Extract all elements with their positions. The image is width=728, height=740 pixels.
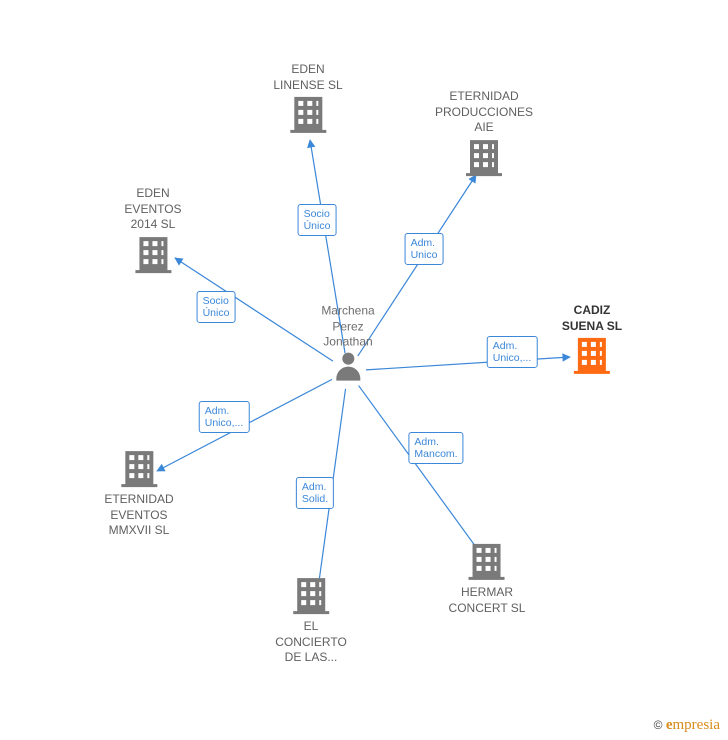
edge-label: Adm.Unico bbox=[405, 233, 444, 265]
edge-label: SocioÚnico bbox=[298, 204, 337, 236]
building-icon bbox=[435, 140, 533, 177]
edge-label: Adm.Unico,... bbox=[487, 336, 538, 368]
brand-logo: empresia bbox=[666, 717, 720, 733]
edge-line bbox=[358, 175, 476, 356]
company-node[interactable]: HERMAR CONCERT SL bbox=[449, 544, 526, 616]
company-label: EDEN LINENSE SL bbox=[273, 62, 342, 93]
building-icon bbox=[449, 544, 526, 581]
edge-line bbox=[359, 386, 481, 554]
central-person-node: Marchena Perez Jonathan bbox=[321, 304, 374, 383]
company-node[interactable]: EDEN EVENTOS 2014 SL bbox=[124, 186, 181, 274]
company-label: ETERNIDAD EVENTOS MMXVII SL bbox=[104, 492, 173, 539]
building-icon bbox=[562, 338, 622, 375]
company-node[interactable]: EL CONCIERTO DE LAS... bbox=[275, 578, 347, 666]
footer-attribution: © empresia bbox=[654, 717, 720, 734]
edge-label: Adm.Unico,... bbox=[199, 401, 250, 433]
edge-line bbox=[366, 357, 570, 370]
building-icon bbox=[275, 578, 347, 615]
company-label: EDEN EVENTOS 2014 SL bbox=[124, 186, 181, 233]
company-label: CADIZ SUENA SL bbox=[562, 303, 622, 334]
company-node[interactable]: CADIZ SUENA SL bbox=[562, 303, 622, 375]
company-label: HERMAR CONCERT SL bbox=[449, 585, 526, 616]
edge-label: Adm.Solid. bbox=[296, 477, 334, 509]
building-icon bbox=[124, 237, 181, 274]
company-node[interactable]: ETERNIDAD PRODUCCIONES AIE bbox=[435, 89, 533, 177]
person-icon bbox=[335, 352, 361, 382]
company-label: EL CONCIERTO DE LAS... bbox=[275, 619, 347, 666]
edge-label: SocioÚnico bbox=[197, 291, 236, 323]
central-label: Marchena Perez Jonathan bbox=[321, 304, 374, 351]
company-node[interactable]: ETERNIDAD EVENTOS MMXVII SL bbox=[104, 451, 173, 539]
edge-label: Adm.Mancom. bbox=[408, 432, 463, 464]
company-label: ETERNIDAD PRODUCCIONES AIE bbox=[435, 89, 533, 136]
company-node[interactable]: EDEN LINENSE SL bbox=[273, 62, 342, 134]
network-diagram: Marchena Perez Jonathan EDEN LINENSE SL ET… bbox=[0, 0, 728, 740]
copyright-symbol: © bbox=[654, 718, 663, 732]
building-icon bbox=[273, 97, 342, 134]
building-icon bbox=[104, 451, 173, 488]
